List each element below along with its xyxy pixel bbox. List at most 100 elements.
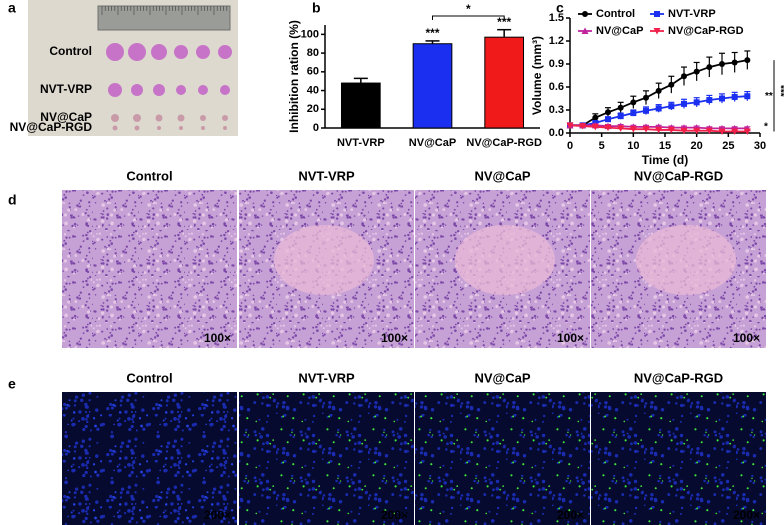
y-tick-label: 1.2	[549, 35, 564, 47]
column-header: NVT-VRP	[298, 370, 355, 385]
necrosis-area	[274, 225, 374, 295]
marker	[744, 93, 751, 100]
significance: *	[466, 2, 471, 16]
tumor	[201, 126, 205, 130]
x-tick-label: 25	[722, 140, 734, 152]
marker	[705, 127, 713, 135]
marker	[743, 128, 751, 135]
panel-label: b	[312, 0, 321, 16]
magnification: 200×	[733, 508, 760, 522]
legend-marker	[653, 28, 661, 35]
x-tick-label: NV@CaP	[409, 137, 456, 149]
y-axis-label: Volume (mm³)	[530, 36, 544, 115]
marker	[630, 110, 637, 117]
tumor	[112, 125, 118, 131]
legend-label: NV@CaP	[596, 25, 643, 37]
tumor	[153, 84, 165, 96]
marker	[667, 126, 675, 134]
marker	[719, 95, 725, 102]
column-header: NV@CaP-RGD	[634, 370, 723, 385]
y-tick-label: 60	[307, 66, 319, 78]
marker	[579, 123, 587, 130]
column-header: NV@CaP	[474, 168, 530, 183]
legend-marker	[582, 11, 588, 17]
marker	[643, 107, 649, 114]
tumor	[128, 43, 146, 61]
column-header: NVT-VRP	[298, 168, 355, 183]
marker	[681, 73, 687, 80]
marker	[617, 113, 624, 120]
x-tick-label: 10	[627, 140, 639, 152]
x-tick-label: 5	[599, 140, 605, 152]
ruler	[97, 5, 231, 31]
legend-label: NVT-VRP	[668, 8, 716, 20]
tumor	[155, 114, 163, 122]
marker	[731, 93, 738, 100]
tumor	[133, 114, 141, 122]
marker	[668, 81, 675, 88]
magnification: 200×	[557, 508, 584, 522]
tumor	[198, 85, 208, 95]
marker	[630, 99, 637, 106]
marker	[731, 59, 738, 66]
x-tick-label: 30	[754, 140, 766, 152]
y-tick-label: 80	[307, 47, 319, 59]
column-header: NV@CaP	[474, 370, 530, 385]
panel-label: d	[8, 192, 17, 208]
tumor	[218, 45, 232, 59]
y-tick-label: 0.6	[549, 81, 564, 93]
magnification: 200×	[204, 508, 231, 522]
panel-label: c	[556, 0, 564, 16]
marker	[680, 127, 688, 135]
row-label: NV@CaP	[40, 110, 92, 124]
bar	[340, 82, 381, 129]
marker	[643, 94, 649, 101]
magnification: 100×	[381, 331, 408, 345]
micrograph	[62, 190, 237, 348]
bar	[412, 43, 453, 129]
y-tick-label: 100	[301, 28, 319, 40]
y-tick-label: 20	[307, 103, 319, 115]
marker	[605, 109, 611, 116]
micrograph	[62, 392, 237, 525]
necrosis-area	[455, 225, 555, 295]
magnification: 200×	[381, 508, 408, 522]
y-tick-label: 1.5	[549, 12, 564, 24]
y-tick-label: 0	[313, 122, 319, 134]
tumor	[176, 85, 186, 95]
magnification: 100×	[204, 331, 231, 345]
marker	[655, 126, 663, 134]
marker	[668, 103, 675, 110]
legend-label: NV@CaP-RGD	[668, 25, 744, 37]
tumor	[200, 115, 206, 121]
tumor	[222, 115, 228, 121]
legend-label: Control	[596, 8, 635, 20]
tumor	[223, 126, 227, 130]
marker	[731, 128, 739, 135]
tumor	[174, 45, 188, 59]
tumor	[177, 114, 185, 122]
y-axis-label: Inhibition ration (%)	[287, 20, 301, 133]
marker	[718, 128, 726, 135]
micrograph	[415, 392, 590, 525]
significance: *	[764, 122, 768, 133]
row-label: NV@CaP-RGD	[10, 120, 93, 134]
marker	[617, 104, 624, 111]
marker	[655, 87, 662, 94]
marker	[744, 57, 751, 64]
tumor	[157, 126, 161, 130]
marker	[681, 100, 687, 107]
legend-marker	[581, 27, 589, 34]
x-tick-label: 20	[691, 140, 703, 152]
tumor	[196, 45, 210, 59]
tumor	[179, 126, 183, 130]
column-header: Control	[126, 168, 172, 183]
tumor	[106, 43, 124, 61]
x-tick-label: 0	[567, 140, 573, 152]
tumor	[111, 114, 119, 122]
micrograph	[239, 392, 414, 525]
marker	[655, 105, 662, 112]
y-tick-label: 40	[307, 84, 319, 96]
panel-label: a	[8, 0, 16, 16]
